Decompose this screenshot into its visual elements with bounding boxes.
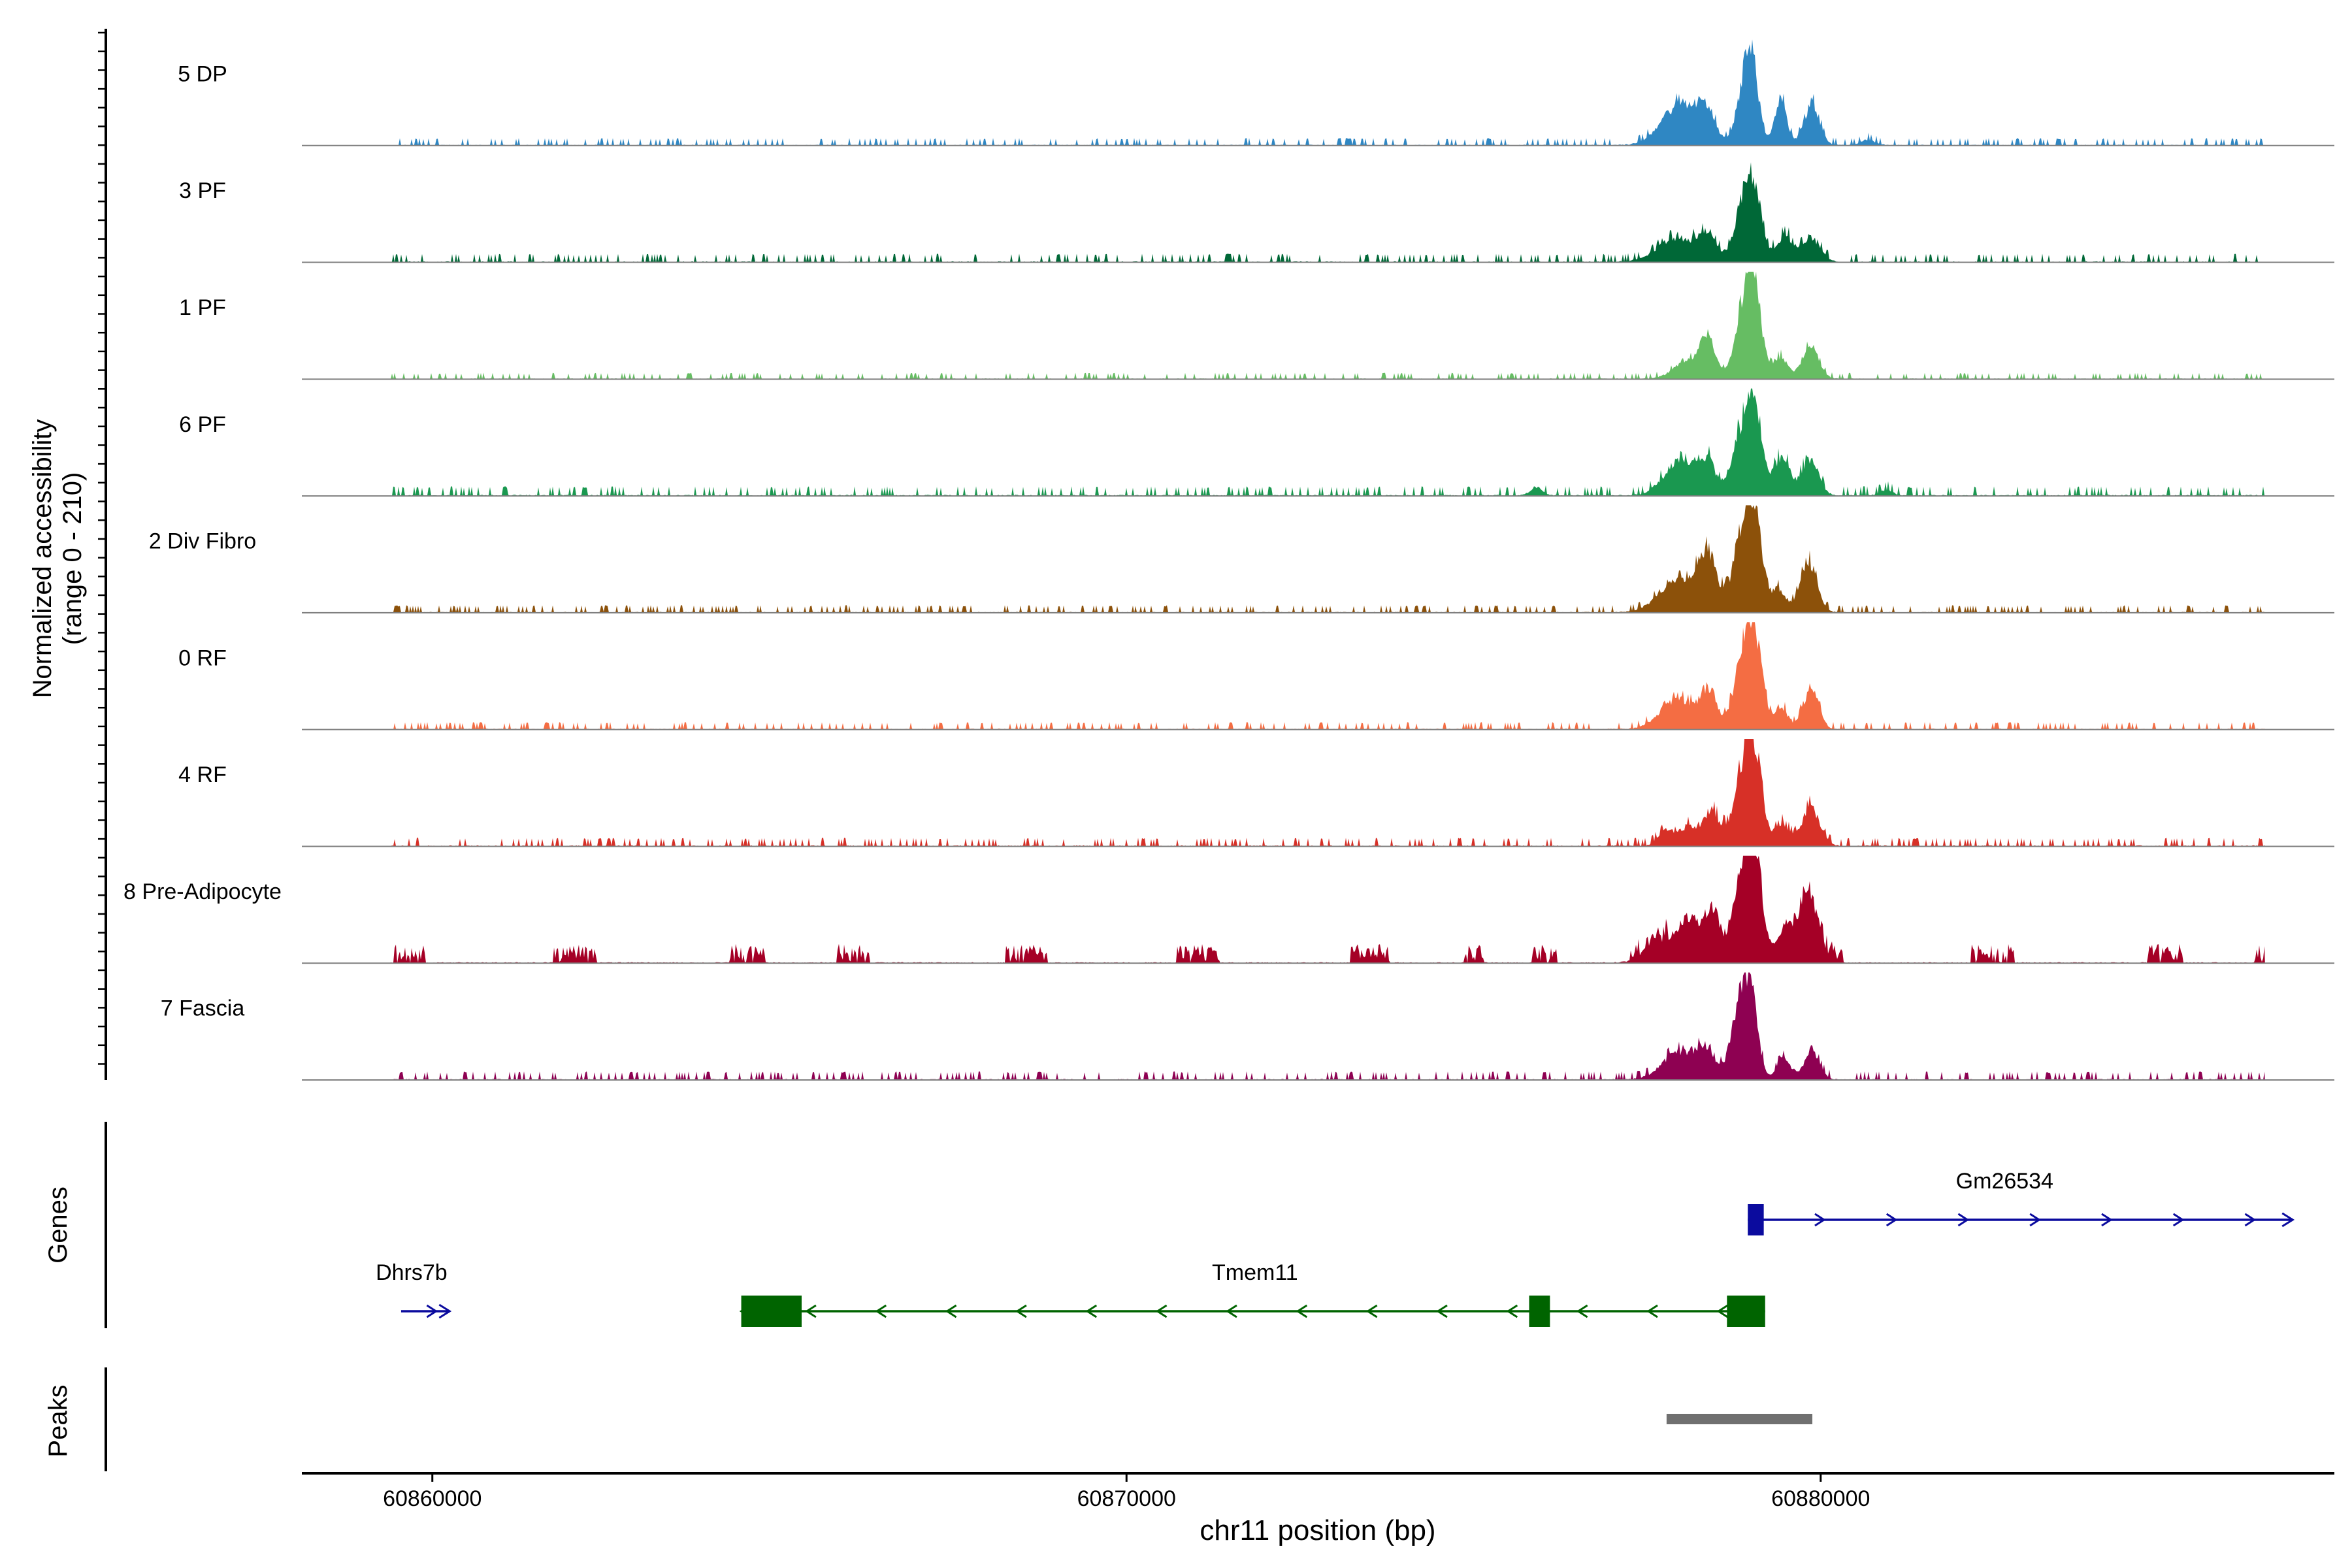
strand-chevron — [2029, 1213, 2041, 1227]
gene-label: Gm26534 — [1956, 1169, 2053, 1194]
exon — [1727, 1296, 1765, 1327]
gene-dhrs7b: Dhrs7b — [376, 1260, 452, 1319]
strand-chevron — [1646, 1304, 1658, 1318]
strand-chevron — [1957, 1213, 1970, 1227]
strand-chevron — [2101, 1213, 2113, 1227]
strand-chevron — [1365, 1304, 1378, 1318]
exon — [741, 1296, 802, 1327]
track-coverage-area — [391, 505, 2265, 613]
strand-chevron — [1015, 1304, 1027, 1318]
peaks-panel-label: Peaks — [44, 1384, 73, 1457]
gene-gm26534: Gm26534 — [1748, 1169, 2295, 1235]
strand-chevron — [1716, 1304, 1729, 1318]
track-1: 3 PF — [179, 162, 2334, 263]
strand-chevron — [875, 1304, 887, 1318]
track-6: 4 RF — [178, 739, 2334, 847]
strand-chevron — [1155, 1304, 1168, 1318]
gene-annotations: Gm26534 Tmem11 Dhrs7b — [376, 1169, 2295, 1327]
strand-chevron — [1814, 1213, 1826, 1227]
track-label: 2 Div Fibro — [149, 529, 256, 554]
y-axis-label-line2: (range 0 - 210) — [58, 472, 87, 645]
track-2: 1 PF — [179, 271, 2334, 380]
track-coverage-area — [391, 739, 2265, 847]
strand-arrow — [438, 1303, 452, 1319]
track-0: 5 DP — [178, 39, 2334, 146]
track-4: 2 Div Fibro — [149, 505, 2334, 613]
coverage-tracks: 5 DP 3 PF 1 PF 6 PF 2 Div Fibro 0 RF 4 RF 8 Pre… — [123, 39, 2334, 1081]
strand-arrow — [2281, 1212, 2295, 1228]
strand-chevron — [1226, 1304, 1237, 1318]
track-coverage-area — [391, 855, 2265, 964]
track-label: 1 PF — [179, 295, 226, 320]
strand-chevron — [805, 1304, 817, 1318]
gene-label: Tmem11 — [1212, 1260, 1298, 1285]
exon — [1529, 1296, 1550, 1327]
strand-chevron — [1886, 1213, 1898, 1227]
strand-chevron — [426, 1304, 438, 1318]
track-coverage-area — [391, 972, 2265, 1080]
track-coverage-area — [391, 39, 2265, 146]
track-8: 7 Fascia — [161, 972, 2334, 1081]
strand-chevron — [1296, 1304, 1308, 1318]
strand-chevron — [1506, 1304, 1518, 1318]
strand-chevron — [1576, 1304, 1588, 1318]
strand-chevron — [945, 1304, 957, 1318]
strand-chevron — [1085, 1304, 1098, 1318]
track-coverage-area — [391, 388, 2265, 497]
x-axis-ticks: 60860000 60870000 60880000 — [383, 1473, 1870, 1511]
track-label: 4 RF — [178, 762, 227, 787]
track-coverage-area — [391, 271, 2265, 380]
track-label: 5 DP — [178, 61, 227, 86]
peak-region-bar — [1666, 1414, 1812, 1424]
track-label: 0 RF — [178, 645, 227, 670]
strand-chevron — [1436, 1304, 1448, 1318]
track-label: 7 Fascia — [161, 996, 245, 1021]
track-7: 8 Pre-Adipocyte — [123, 855, 2334, 964]
gene-tmem11: Tmem11 — [739, 1260, 1765, 1327]
track-3: 6 PF — [179, 388, 2334, 497]
x-axis-label: chr11 position (bp) — [1200, 1514, 1435, 1546]
track-label: 8 Pre-Adipocyte — [123, 879, 282, 904]
coverage-y-ticks — [98, 31, 106, 1065]
x-tick-label: 60870000 — [1077, 1486, 1176, 1511]
x-tick-label: 60860000 — [383, 1486, 482, 1511]
x-tick-label: 60880000 — [1771, 1486, 1870, 1511]
track-coverage-area — [391, 162, 2265, 263]
exon — [1748, 1204, 1764, 1235]
track-label: 6 PF — [179, 412, 226, 437]
y-axis-label-line1: Normalized accessibility — [28, 419, 57, 698]
gene-label: Dhrs7b — [376, 1260, 448, 1285]
track-coverage-area — [391, 622, 2265, 730]
genes-panel-label: Genes — [44, 1186, 73, 1264]
strand-chevron — [2244, 1213, 2257, 1227]
strand-chevron — [2172, 1213, 2185, 1227]
track-label: 3 PF — [179, 178, 226, 203]
peak-regions — [1666, 1414, 1812, 1424]
track-5: 0 RF — [178, 622, 2334, 730]
